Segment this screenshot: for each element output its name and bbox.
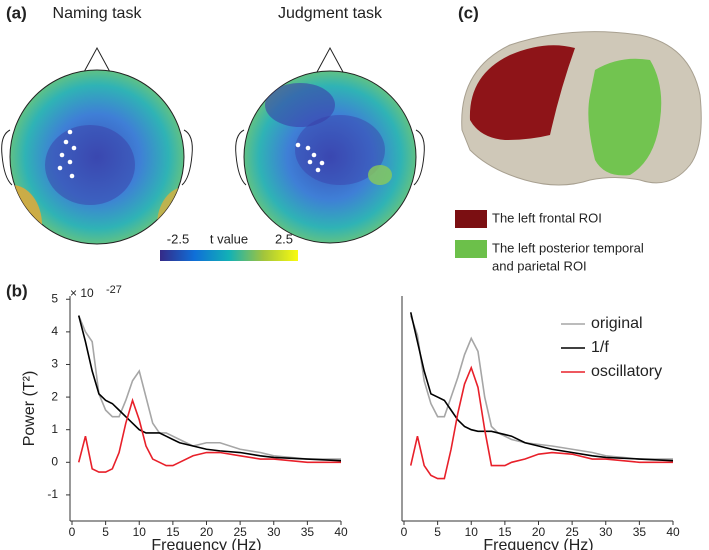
x-tick-label: 0 xyxy=(69,525,76,539)
legend-swatch xyxy=(455,210,487,228)
colorbar xyxy=(160,250,298,261)
y-axis-label: Power (T²) xyxy=(21,371,38,447)
line-series xyxy=(409,315,673,460)
y-tick-label: 0 xyxy=(51,454,58,468)
multiplier-exponent: -27 xyxy=(106,284,122,296)
x-tick-label: 10 xyxy=(133,525,147,539)
line-series xyxy=(77,315,341,460)
colorbar-tick-label: 2.5 xyxy=(275,231,293,246)
y-tick-label: 1 xyxy=(51,422,58,436)
x-tick-label: 35 xyxy=(633,525,647,539)
y-tick-label: -1 xyxy=(47,487,58,501)
x-tick-label: 30 xyxy=(267,525,281,539)
legend-label: The left posterior temporal xyxy=(492,240,644,255)
legend-label: oscillatory xyxy=(591,363,662,380)
colorbar-label: t value xyxy=(210,231,248,246)
y-tick-label: 4 xyxy=(51,324,58,338)
legend-label: 1/f xyxy=(591,339,609,356)
x-tick-label: 40 xyxy=(666,525,680,539)
x-tick-label: 25 xyxy=(233,525,247,539)
colorbar-tick-label: -2.5 xyxy=(167,231,189,246)
x-axis-label: Frequency (Hz) xyxy=(483,537,593,550)
x-tick-label: 5 xyxy=(102,525,109,539)
x-tick-label: 25 xyxy=(565,525,579,539)
y-tick-label: 2 xyxy=(51,389,58,403)
topomap xyxy=(235,46,425,244)
y-tick-label: 3 xyxy=(51,357,58,371)
x-axis-label: Frequency (Hz) xyxy=(151,537,261,550)
x-tick-label: 35 xyxy=(301,525,315,539)
legend-label: and parietal ROI xyxy=(492,258,587,273)
panel-label: (b) xyxy=(6,281,28,300)
x-tick-label: 5 xyxy=(434,525,441,539)
x-tick-label: 15 xyxy=(166,525,180,539)
line-series xyxy=(409,365,673,480)
topomap-title: Naming task xyxy=(53,5,143,22)
x-tick-label: 40 xyxy=(334,525,348,539)
y-tick-label: 5 xyxy=(51,291,58,305)
x-tick-label: 20 xyxy=(532,525,546,539)
legend-label: original xyxy=(591,315,643,332)
x-tick-label: 20 xyxy=(200,525,214,539)
multiplier: × 10 xyxy=(70,286,94,300)
x-tick-label: 15 xyxy=(498,525,512,539)
line-series xyxy=(77,315,342,462)
line-series xyxy=(77,397,341,473)
line-series xyxy=(409,312,674,462)
panel-label: (c) xyxy=(458,3,479,22)
x-tick-label: 30 xyxy=(599,525,613,539)
x-tick-label: 10 xyxy=(465,525,479,539)
brain-image xyxy=(461,31,702,186)
legend-label: The left frontal ROI xyxy=(492,210,602,225)
x-tick-label: 0 xyxy=(401,525,408,539)
legend-swatch xyxy=(455,240,487,258)
panel-label: (a) xyxy=(6,3,27,22)
topomap-title: Judgment task xyxy=(278,5,383,22)
